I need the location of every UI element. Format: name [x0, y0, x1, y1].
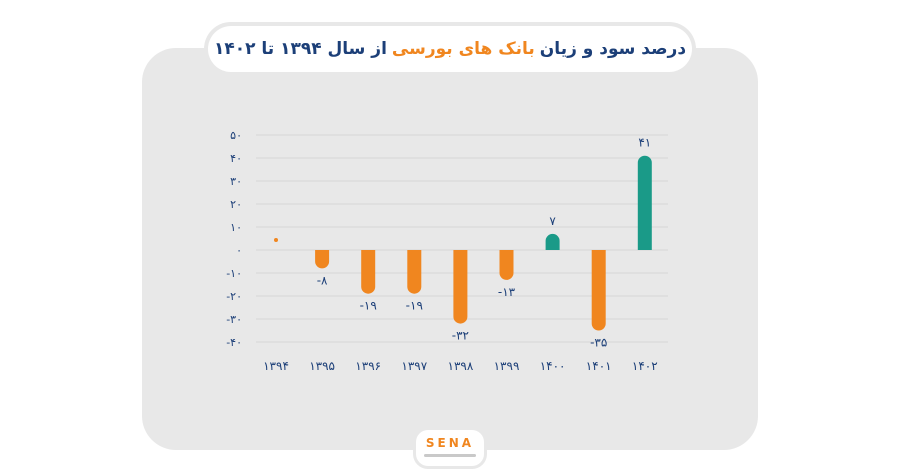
sena-logo: SENA [416, 430, 484, 466]
x-tick-label: ۱۴۰۰ [540, 359, 566, 373]
chart-card [142, 48, 758, 450]
title-part-1: درصد سود و زیان [539, 39, 687, 59]
y-tick-label: ۳۰ [230, 175, 242, 188]
x-tick-label: ۱۳۹۴ [263, 359, 289, 373]
bar-value-label: -۸ [317, 273, 328, 287]
bar-value-label: ۴۱ [638, 136, 651, 150]
logo-text: SENA [425, 436, 475, 450]
quote-close-icon: ❝ [208, 38, 209, 60]
bar [545, 233, 560, 250]
y-tick-label: -۴۰ [226, 336, 242, 349]
bar [499, 250, 514, 280]
bar [637, 155, 652, 250]
bar-value-label: ۷ [549, 214, 556, 228]
bar [453, 250, 468, 324]
y-tick-label: ۰ [236, 244, 242, 257]
bar-value-label: -۳۲ [452, 329, 469, 343]
y-tick-label: -۱۰ [226, 267, 242, 280]
bar [407, 250, 422, 294]
logo-subtitle [424, 454, 476, 457]
bar [361, 250, 376, 294]
y-tick-label: ۴۰ [230, 152, 242, 165]
x-tick-label: ۱۳۹۶ [355, 359, 381, 373]
x-tick-label: ۱۳۹۵ [309, 359, 335, 373]
bar [591, 250, 606, 331]
y-tick-label: -۳۰ [226, 313, 242, 326]
x-tick-label: ۱۴۰۲ [632, 359, 658, 373]
x-tick-label: ۱۴۰۱ [586, 359, 612, 373]
bar-value-label: -۱۹ [406, 299, 423, 313]
title-part-highlight: بانک های بورسی [391, 39, 535, 59]
y-tick-label: -۲۰ [226, 290, 242, 303]
bar-marker [274, 238, 278, 242]
bar [315, 250, 330, 269]
bar-value-label: -۱۳ [498, 285, 516, 299]
bar-value-label: -۱۹ [360, 299, 377, 313]
x-tick-label: ۱۳۹۸ [448, 359, 474, 373]
bar-value-label: -۳۵ [590, 336, 607, 350]
quote-open-icon: ❞ [691, 38, 692, 60]
y-tick-label: ۲۰ [230, 198, 242, 211]
x-tick-label: ۱۳۹۹ [494, 359, 520, 373]
title-part-2: از سال ۱۳۹۴ تا ۱۴۰۲ [213, 39, 387, 59]
x-tick-label: ۱۳۹۷ [401, 359, 427, 373]
chart-title: ❞ درصد سود و زیان بانک های بورسی از سال … [208, 26, 692, 72]
y-tick-label: ۱۰ [230, 221, 242, 234]
y-tick-label: ۵۰ [230, 129, 242, 142]
